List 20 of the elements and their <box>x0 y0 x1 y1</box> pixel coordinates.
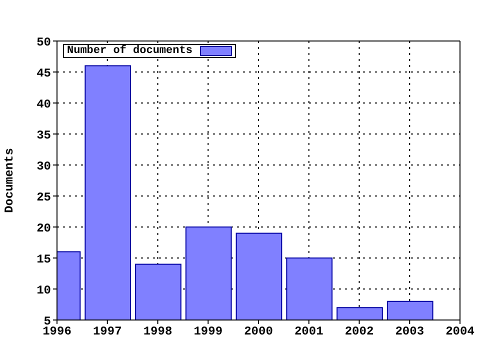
y-tick-label: 45 <box>36 66 51 80</box>
x-tick-label: 1997 <box>92 324 122 339</box>
y-tick-label: 30 <box>36 159 51 174</box>
y-tick-label: 10 <box>36 283 51 298</box>
y-tick-label: 35 <box>36 128 51 142</box>
x-tick-label: 2000 <box>244 324 273 339</box>
y-tick-label: 20 <box>36 221 51 236</box>
x-tick-label: 2001 <box>294 324 324 339</box>
x-tick-label: 2004 <box>446 324 474 339</box>
x-tick-label: 2003 <box>395 324 424 339</box>
x-tick-label: 1999 <box>194 324 223 339</box>
y-tick-label: 40 <box>36 97 51 112</box>
legend-label: Number of documents <box>67 45 192 57</box>
x-tick-label: 1996 <box>42 324 72 339</box>
y-tick-label: 25 <box>36 190 51 204</box>
x-tick-label: 2002 <box>344 324 374 339</box>
y-tick-label: 50 <box>36 35 51 50</box>
y-tick-label: 15 <box>36 252 51 266</box>
x-tick-label: 1998 <box>143 324 172 339</box>
y-axis-title: Documents <box>2 148 16 213</box>
